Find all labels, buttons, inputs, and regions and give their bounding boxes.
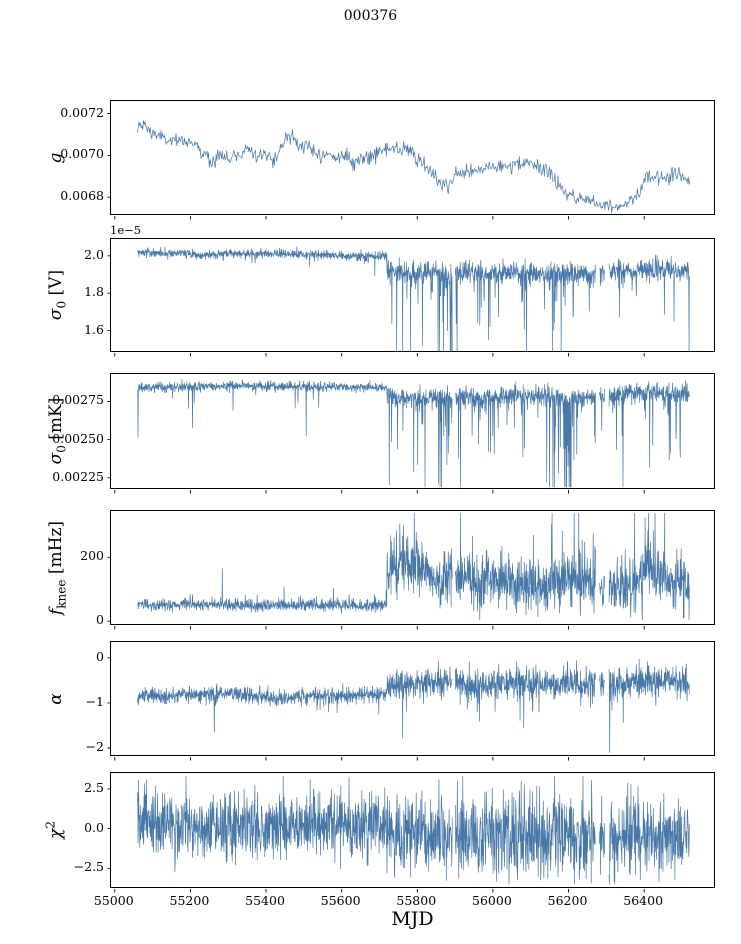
x-tick-label: 56400 [623, 893, 664, 908]
y-tick-label: −1 [85, 693, 104, 709]
x-tick-label: 55000 [93, 893, 134, 908]
y-tick-label: 0.0 [84, 819, 104, 835]
y-tick-label: 0.0072 [60, 104, 104, 120]
x-tick-label: 56000 [472, 893, 512, 908]
series-line-sigma0_mK [137, 379, 690, 488]
y-axis-label-alpha: α [46, 692, 67, 705]
y-tick-label: −2 [85, 738, 104, 754]
y-tick-label: 1.6 [84, 321, 104, 337]
tick-marks [107, 401, 645, 494]
tick-marks [107, 113, 645, 220]
y-axis-label-sigma0-v: σ0 [V] [46, 269, 69, 321]
panel-fknee: fknee [mHz] 0 200 [0, 510, 741, 630]
y-tick-label: 2.0 [84, 246, 104, 262]
y-tick-label: 0.0068 [60, 188, 104, 204]
x-tick-label: 56200 [547, 893, 588, 908]
axis-offset-text: 1e−5 [110, 223, 142, 237]
y-tick-label: −2.5 [73, 859, 104, 875]
panel-sigma0-v: 1e−5 σ0 [V] 1.6 1.8 2.0 [0, 223, 741, 357]
plot-area-sigma0-v [107, 238, 715, 357]
x-axis-label: MJD [391, 908, 434, 930]
series-line-g [137, 120, 690, 213]
y-tick-label: 0 [96, 648, 104, 664]
x-tick-label: 55600 [320, 893, 361, 908]
tick-marks [107, 657, 645, 761]
y-axis-label-fknee: fknee [mHz] [46, 520, 69, 615]
y-tick-label: 1.8 [84, 284, 104, 300]
y-tick-label: 2.5 [84, 779, 104, 795]
plot-area-alpha [107, 641, 715, 761]
x-tick-label: 55800 [396, 893, 437, 908]
x-tick-label: 55400 [245, 893, 285, 908]
y-tick-label: 0.00225 [52, 468, 104, 484]
y-tick-label: 200 [80, 548, 104, 564]
tick-marks [107, 255, 645, 357]
series-line-chi2 [137, 775, 690, 885]
panel-g: g 0.0068 0.0070 0.0072 [0, 100, 741, 220]
tick-marks [107, 556, 645, 630]
series-line-f_knee [137, 512, 690, 620]
y-axis-label-chi2: χ2 [43, 821, 67, 839]
y-tick-label: 0.0070 [60, 146, 104, 162]
tick-marks [107, 788, 645, 893]
panel-sigma0-mk: σ0 [mK] 0.00225 0.00250 0.00275 [0, 373, 741, 494]
y-tick-label: 0 [96, 612, 104, 628]
y-tick-label: 0.00250 [52, 430, 104, 446]
plot-area-sigma0-mk [107, 373, 715, 494]
panel-alpha: α −2 −1 0 [0, 641, 741, 761]
y-tick-label: 0.00275 [52, 392, 104, 408]
plot-area-g [107, 100, 715, 220]
plot-area-chi2 [107, 772, 715, 893]
series-line-alpha [137, 658, 690, 753]
series-line-sigma0_V [137, 246, 690, 352]
x-tick-label: 55200 [169, 893, 210, 908]
plot-area-fknee [107, 510, 715, 630]
panel-chi2: χ2 −2.5 0.0 2.5 [0, 772, 741, 893]
figure-title: 000376 [343, 8, 398, 24]
